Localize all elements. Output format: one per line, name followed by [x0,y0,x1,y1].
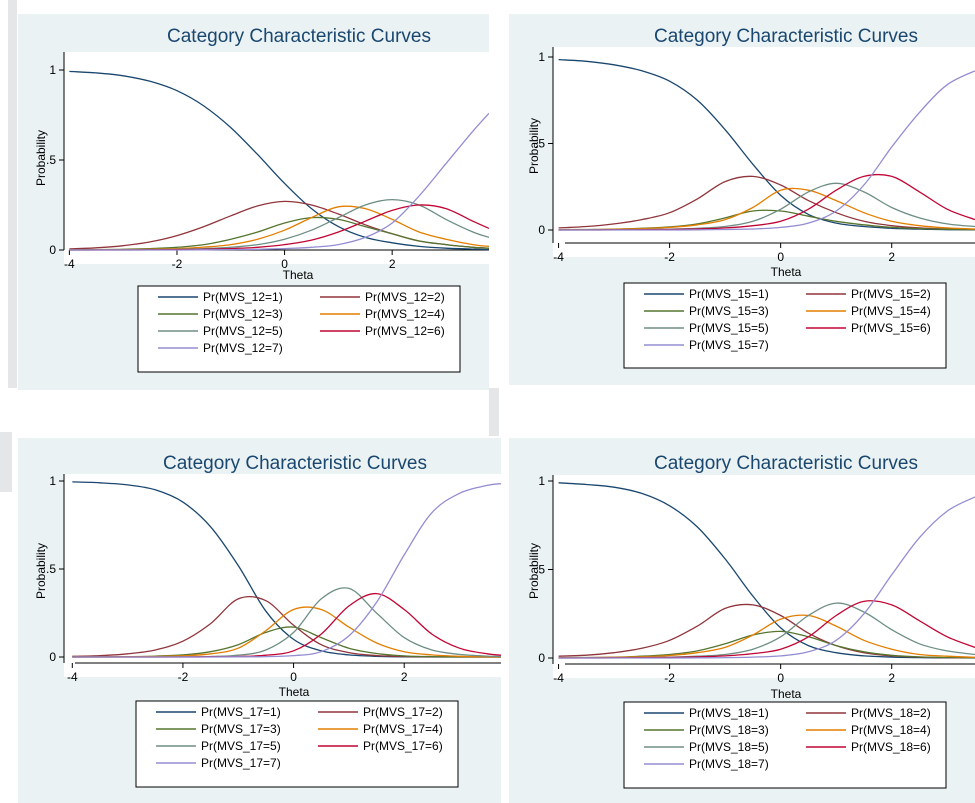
legend-label: Pr(MVS_17=2) [363,705,443,719]
legend-box [623,282,947,369]
x-axis-title: Theta [279,685,310,699]
legend-label: Pr(MVS_18=5) [689,740,769,754]
x-tick-label: 0 [290,670,297,684]
legend-label: Pr(MVS_12=1) [203,290,283,304]
legend-label: Pr(MVS_18=3) [689,723,769,737]
chart-panel-mvs18: Category Characteristic Curves Probabili… [509,438,975,803]
series-line-cat7 [69,112,489,251]
ccc-chart-mvs17: Category Characteristic Curves Probabili… [34,453,501,788]
plot-area [553,47,975,257]
legend-label: Pr(MVS_18=6) [851,740,931,754]
legend-label: Pr(MVS_15=2) [851,287,931,301]
legend-label: Pr(MVS_17=5) [201,739,281,753]
y-axis-title: Probability [34,130,48,186]
x-tick-label: 0 [777,671,784,685]
legend-label: Pr(MVS_15=1) [689,287,769,301]
series-line-cat4 [558,187,975,231]
y-tick-label: .5 [46,153,56,167]
y-tick-label: 0 [538,223,545,237]
legend-box [623,701,947,789]
x-tick-label: 0 [777,250,784,264]
legend-label: Pr(MVS_17=7) [201,756,281,770]
legend-label: Pr(MVS_12=5) [203,324,283,338]
x-tick-label: 2 [401,670,408,684]
y-tick-label: .5 [535,563,545,577]
series-line-cat7 [72,482,501,658]
x-tick-label: 2 [888,250,895,264]
ccc-chart-mvs12: Category Characteristic Curves Probabili… [34,26,489,373]
plot-area [553,475,975,678]
y-axis-title: Probability [527,118,541,174]
chart-title: Category Characteristic Curves [654,453,918,474]
panel-divider [8,0,17,388]
legend-label: Pr(MVS_12=3) [203,307,283,321]
legend-label: Pr(MVS_17=6) [363,739,443,753]
y-tick-label: 1 [538,50,545,64]
legend-label: Pr(MVS_18=4) [851,723,931,737]
y-axis-title: Probability [34,543,48,599]
plot-area [64,52,489,264]
x-tick-label: 2 [389,257,396,271]
legend-label: Pr(MVS_15=6) [851,321,931,335]
chart-title: Category Characteristic Curves [654,26,918,47]
x-tick-label: -2 [664,671,675,685]
chart-panel-mvs15: Category Characteristic Curves Probabili… [509,14,975,385]
panel-divider [489,388,499,436]
legend-label: Pr(MVS_18=1) [689,706,769,720]
x-tick-label: -2 [664,250,675,264]
plot-area [64,474,501,677]
legend-label: Pr(MVS_15=4) [851,304,931,318]
x-tick-label: -2 [178,670,189,684]
chart-title: Category Characteristic Curves [163,453,427,474]
x-tick-label: -4 [67,670,78,684]
x-tick-label: -4 [64,257,75,271]
series-line-cat1 [69,70,489,251]
chart-title: Category Characteristic Curves [167,26,431,47]
x-tick-label: -4 [553,671,564,685]
y-axis-title: Probability [527,543,541,599]
series-line-cat1 [558,482,975,659]
y-tick-label: .5 [535,137,545,151]
y-tick-label: 1 [49,474,56,488]
series-line-cat2 [558,175,975,231]
ccc-chart-mvs15: Category Characteristic Curves Probabili… [527,26,975,369]
legend-label: Pr(MVS_12=6) [365,324,445,338]
x-tick-label: 0 [281,257,288,271]
legend-label: Pr(MVS_18=2) [851,706,931,720]
y-tick-label: 0 [49,650,56,664]
x-tick-label: -4 [553,250,564,264]
x-axis-title: Theta [283,268,314,282]
legend-label: Pr(MVS_17=3) [201,722,281,736]
y-tick-label: .5 [46,562,56,576]
x-tick-label: 2 [888,671,895,685]
series-line-cat7 [558,70,975,231]
chart-panel-mvs17: Category Characteristic Curves Probabili… [18,438,501,803]
legend-label: Pr(MVS_17=4) [363,722,443,736]
series-line-cat7 [558,496,975,659]
legend-label: Pr(MVS_12=4) [365,307,445,321]
legend-label: Pr(MVS_17=1) [201,705,281,719]
legend-label: Pr(MVS_12=2) [365,290,445,304]
ccc-chart-mvs18: Category Characteristic Curves Probabili… [527,453,975,789]
y-tick-label: 0 [538,651,545,665]
x-axis-title: Theta [771,687,802,701]
legend-box [135,700,459,788]
legend-label: Pr(MVS_18=7) [689,757,769,771]
x-axis-title: Theta [771,265,802,279]
legend-label: Pr(MVS_15=5) [689,321,769,335]
y-tick-label: 1 [538,474,545,488]
legend-label: Pr(MVS_15=7) [689,338,769,352]
series-line-cat1 [558,58,975,231]
panel-divider [0,432,12,492]
chart-panel-mvs12: Category Characteristic Curves Probabili… [18,14,489,390]
legend-label: Pr(MVS_15=3) [689,304,769,318]
y-tick-label: 1 [49,63,56,77]
legend-box [137,285,461,373]
legend-label: Pr(MVS_12=7) [203,341,283,355]
y-tick-label: 0 [49,243,56,257]
x-tick-label: -2 [172,257,183,271]
